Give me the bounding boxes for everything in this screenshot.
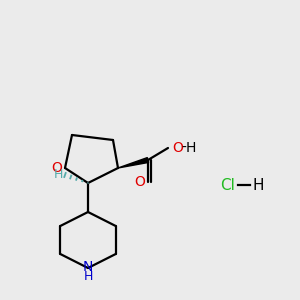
Text: N: N [83, 260, 93, 274]
Text: H: H [253, 178, 265, 193]
Text: -: - [181, 141, 186, 155]
Polygon shape [118, 158, 148, 168]
Text: H: H [186, 141, 196, 155]
Text: Cl: Cl [220, 178, 235, 193]
Text: O: O [52, 161, 62, 175]
Text: O: O [172, 141, 183, 155]
Text: H: H [83, 271, 93, 284]
Text: H: H [53, 167, 63, 181]
Text: O: O [135, 175, 146, 189]
